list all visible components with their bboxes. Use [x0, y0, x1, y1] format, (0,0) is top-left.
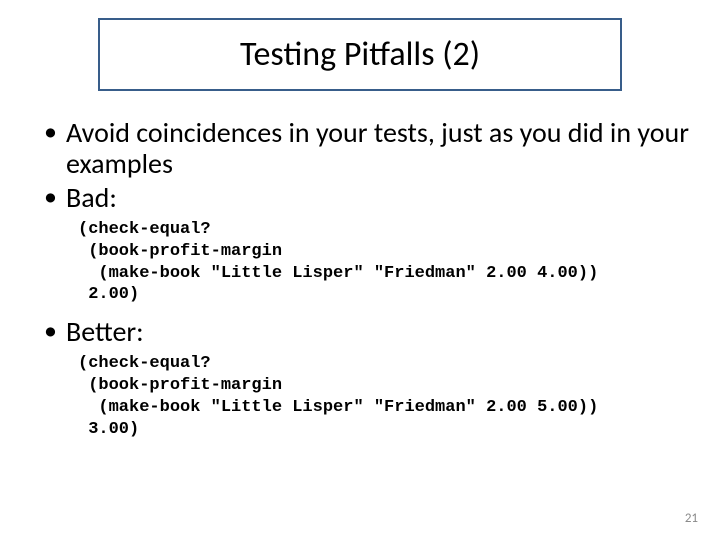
bullet-avoid-coincidences: Avoid coincidences in your tests, just a…: [38, 117, 692, 180]
code-block-better: (check-equal? (book-profit-margin (make-…: [78, 353, 692, 440]
bullet-list: Avoid coincidences in your tests, just a…: [38, 117, 692, 213]
bullet-better: Better:: [38, 316, 692, 347]
page-number: 21: [685, 511, 698, 526]
slide-content: Avoid coincidences in your tests, just a…: [28, 117, 692, 440]
bullet-list-2: Better:: [38, 316, 692, 347]
title-box: Testing Pitfalls (2): [98, 18, 622, 91]
slide-title: Testing Pitfalls (2): [110, 34, 610, 75]
slide: Testing Pitfalls (2) Avoid coincidences …: [0, 0, 720, 540]
bullet-bad: Bad:: [38, 182, 692, 213]
code-block-bad: (check-equal? (book-profit-margin (make-…: [78, 219, 692, 306]
